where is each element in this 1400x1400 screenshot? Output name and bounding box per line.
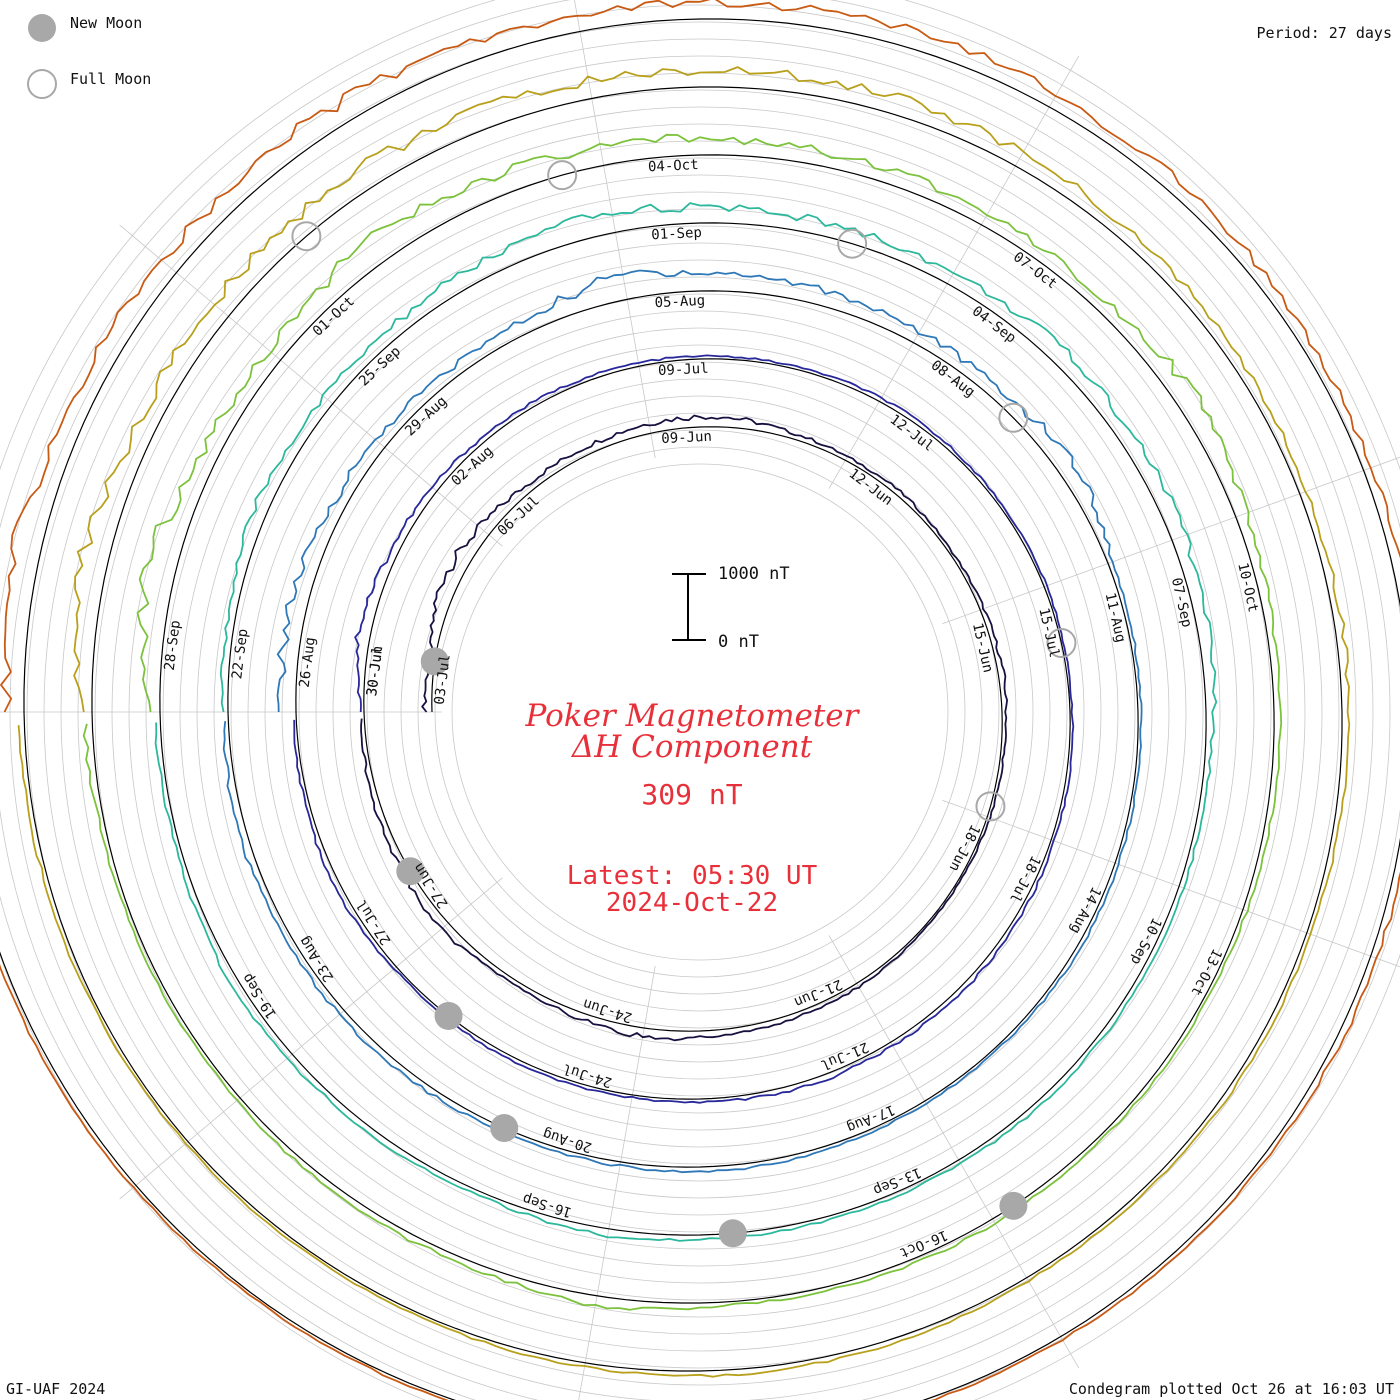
date-label: 30-Jun xyxy=(364,645,386,697)
chart-title: Poker Magnetometer xyxy=(525,698,861,734)
date-label: 06-Jul xyxy=(495,493,543,539)
grid-spoke xyxy=(578,966,656,1400)
new-moon-icon xyxy=(28,14,56,42)
scale-bar: 1000 nT 0 nT xyxy=(672,564,790,652)
series-line-turn-6 xyxy=(17,66,1351,1378)
new-moon-marker xyxy=(999,1191,1028,1220)
full-moon-marker xyxy=(998,402,1029,433)
date-label: 09-Jul xyxy=(658,361,709,379)
grid-ring xyxy=(0,4,1400,1400)
date-label: 05-Aug xyxy=(654,293,705,311)
full-moon-marker xyxy=(975,791,1006,822)
date-label: 22-Sep xyxy=(229,628,251,680)
new-moon-marker xyxy=(434,1001,463,1030)
grid-spoke xyxy=(942,456,1400,625)
new-moon-marker xyxy=(420,647,449,676)
date-label: 27-Jun xyxy=(411,860,452,911)
full-moon-marker xyxy=(547,160,578,191)
series-line-turn-1 xyxy=(360,414,1008,1042)
baselines xyxy=(0,18,1400,1400)
date-label: 01-Sep xyxy=(651,225,702,243)
date-label: 01-Oct xyxy=(310,294,358,340)
current-value: 309 nT xyxy=(641,778,742,811)
grid-spoke xyxy=(828,935,1080,1369)
date-label: 03-Jul xyxy=(432,653,454,705)
series-line-turn-5 xyxy=(82,133,1283,1311)
date-label: 04-Oct xyxy=(648,157,699,175)
date-label: 30-Jul xyxy=(364,645,386,697)
grid-spoke xyxy=(942,799,1400,968)
chart-subtitle: ΔH Component xyxy=(571,729,813,765)
moon-phase-markers xyxy=(291,160,1077,1248)
date-label: 18-Jul xyxy=(1006,853,1043,905)
date-label: 28-Sep xyxy=(162,619,184,671)
grid-ring xyxy=(451,463,949,961)
scale-bar-bottom-label: 0 nT xyxy=(718,632,759,652)
full-moon-marker xyxy=(1046,628,1077,659)
grid-spoke xyxy=(119,224,503,547)
full-moon-marker xyxy=(837,228,868,259)
new-moon-legend-label: New Moon xyxy=(70,14,142,32)
footer-credit: GI-UAF 2024 xyxy=(6,1380,105,1398)
date-label: 02-Aug xyxy=(448,443,496,489)
date-label: 25-Sep xyxy=(356,343,404,389)
new-moon-marker xyxy=(490,1114,519,1143)
grid-spoke xyxy=(574,0,656,458)
full-moon-icon xyxy=(27,69,57,99)
legend: New Moon Full Moon xyxy=(27,14,151,99)
date-label: 09-Jun xyxy=(661,429,712,447)
new-moon-marker xyxy=(396,857,425,886)
date-label: 26-Aug xyxy=(297,636,319,688)
grid-spoke xyxy=(828,55,1080,489)
period-label: Period: 27 days xyxy=(1257,24,1392,42)
series-line-turn-4 xyxy=(154,202,1218,1242)
date-label: 10-Sep xyxy=(1127,915,1164,967)
new-moon-marker xyxy=(718,1219,747,1248)
full-moon-marker xyxy=(291,221,322,252)
baseline-spiral xyxy=(0,18,1400,1400)
date-label: 14-Aug xyxy=(1067,884,1104,936)
series-line-turn-3 xyxy=(222,269,1143,1174)
footer-plotted: Condegram plotted Oct 26 at 16:03 UT xyxy=(1069,1380,1394,1398)
scale-bar-top-label: 1000 nT xyxy=(718,564,790,584)
full-moon-legend-label: Full Moon xyxy=(70,70,151,88)
latest-date: 2024-Oct-22 xyxy=(606,888,778,918)
date-label: 13-Oct xyxy=(1187,946,1224,998)
title-block: Poker Magnetometer ΔH Component 309 nT L… xyxy=(525,698,861,918)
grid-spoke xyxy=(119,877,503,1200)
latest-time: Latest: 05:30 UT xyxy=(567,861,818,891)
series-line-turn-2 xyxy=(293,354,1075,1104)
